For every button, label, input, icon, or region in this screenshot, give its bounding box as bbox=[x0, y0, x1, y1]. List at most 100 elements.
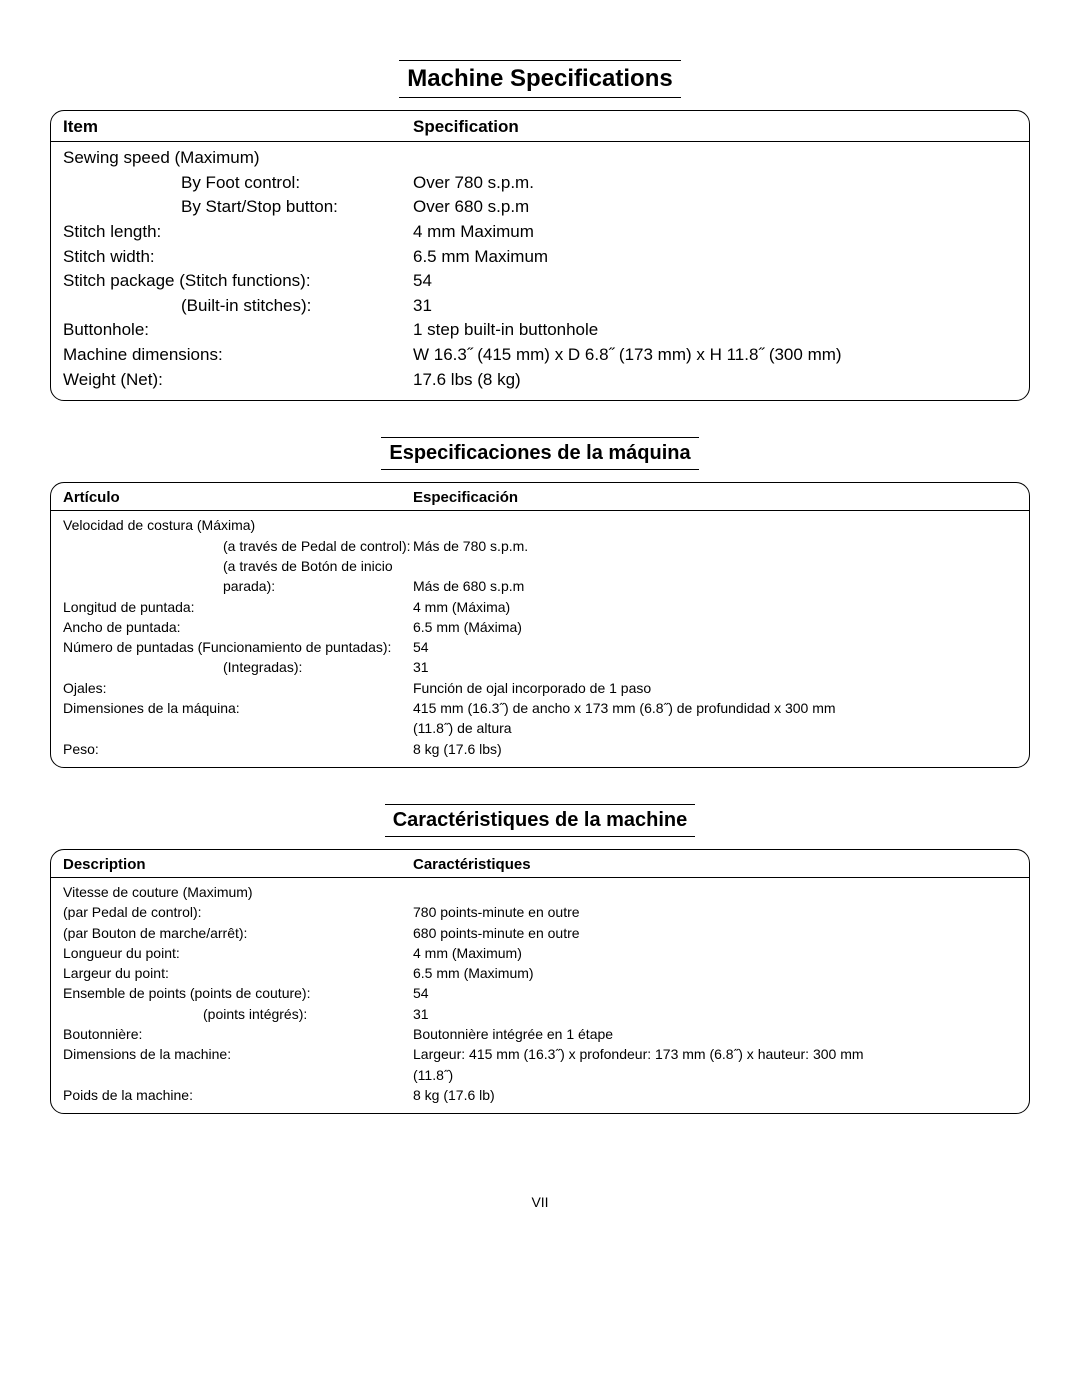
cell-spec bbox=[413, 515, 1017, 535]
cell-item: Vitesse de couture (Maximum) bbox=[63, 882, 413, 902]
cell-spec: Boutonnière intégrée en 1 étape bbox=[413, 1024, 1017, 1044]
table-row: Longitud de puntada:4 mm (Máxima) bbox=[63, 597, 1017, 617]
cell-item bbox=[63, 1065, 413, 1085]
cell-spec: Over 780 s.p.m. bbox=[413, 171, 1017, 196]
table-row: Stitch width:6.5 mm Maximum bbox=[63, 245, 1017, 270]
table-row: Sewing speed (Maximum) bbox=[63, 146, 1017, 171]
cell-item: Dimensions de la machine: bbox=[63, 1044, 413, 1064]
section-title: Caractéristiques de la machine bbox=[385, 804, 696, 837]
cell-spec: 680 points-minute en outre bbox=[413, 923, 1017, 943]
table-row: Poids de la machine:8 kg (17.6 lb) bbox=[63, 1085, 1017, 1105]
table-row: (par Pedal de control):780 points-minute… bbox=[63, 902, 1017, 922]
cell-spec: 54 bbox=[413, 269, 1017, 294]
table-row: (Integradas):31 bbox=[63, 657, 1017, 677]
table-row: Stitch package (Stitch functions):54 bbox=[63, 269, 1017, 294]
table-row: (a través de Pedal de control):Más de 78… bbox=[63, 536, 1017, 556]
table-row: (par Bouton de marche/arrêt):680 points-… bbox=[63, 923, 1017, 943]
table-row: (Built-in stitches):31 bbox=[63, 294, 1017, 319]
table-row: By Start/Stop button:Over 680 s.p.m bbox=[63, 195, 1017, 220]
table-row: Longueur du point:4 mm (Maximum) bbox=[63, 943, 1017, 963]
cell-spec: 6.5 mm (Maximum) bbox=[413, 963, 1017, 983]
table-header: DescriptionCaractéristiques bbox=[51, 850, 1029, 878]
cell-spec: 6.5 mm Maximum bbox=[413, 245, 1017, 270]
cell-spec: 1 step built-in buttonhole bbox=[413, 318, 1017, 343]
header-spec: Specification bbox=[413, 117, 1017, 137]
cell-item: By Foot control: bbox=[63, 171, 413, 196]
cell-item: Weight (Net): bbox=[63, 368, 413, 393]
table-row: Boutonnière:Boutonnière intégrée en 1 ét… bbox=[63, 1024, 1017, 1044]
cell-spec: 17.6 lbs (8 kg) bbox=[413, 368, 1017, 393]
cell-spec bbox=[413, 556, 1017, 576]
spec-table: ArtículoEspecificación Velocidad de costu… bbox=[50, 482, 1030, 768]
section-title-wrap: Machine Specifications bbox=[50, 60, 1030, 110]
table-body: Vitesse de couture (Maximum)(par Pedal d… bbox=[51, 878, 1029, 1113]
table-header: ArtículoEspecificación bbox=[51, 483, 1029, 511]
cell-item: Stitch length: bbox=[63, 220, 413, 245]
table-row: Weight (Net):17.6 lbs (8 kg) bbox=[63, 368, 1017, 393]
table-body: Sewing speed (Maximum)By Foot control:Ov… bbox=[51, 142, 1029, 400]
cell-spec bbox=[413, 146, 1017, 171]
cell-spec bbox=[413, 882, 1017, 902]
cell-spec: (11.8˝) bbox=[413, 1065, 1017, 1085]
cell-spec: Largeur: 415 mm (16.3˝) x profondeur: 17… bbox=[413, 1044, 1017, 1064]
cell-item: parada): bbox=[63, 576, 413, 596]
table-row: Dimensiones de la máquina:415 mm (16.3˝)… bbox=[63, 698, 1017, 718]
cell-spec: 4 mm Maximum bbox=[413, 220, 1017, 245]
cell-spec: 8 kg (17.6 lbs) bbox=[413, 739, 1017, 759]
section-title: Especificaciones de la máquina bbox=[381, 437, 698, 470]
cell-spec: 780 points-minute en outre bbox=[413, 902, 1017, 922]
table-row: Ensemble de points (points de couture):5… bbox=[63, 983, 1017, 1003]
table-row: Largeur du point:6.5 mm (Maximum) bbox=[63, 963, 1017, 983]
cell-spec: 8 kg (17.6 lb) bbox=[413, 1085, 1017, 1105]
cell-item: (a través de Botón de inicio bbox=[63, 556, 413, 576]
cell-item: Peso: bbox=[63, 739, 413, 759]
cell-item: Longitud de puntada: bbox=[63, 597, 413, 617]
cell-item: (a través de Pedal de control): bbox=[63, 536, 413, 556]
table-row: (11.8˝) bbox=[63, 1065, 1017, 1085]
table-row: (points intégrés):31 bbox=[63, 1004, 1017, 1024]
cell-item: Número de puntadas (Funcionamiento de pu… bbox=[63, 637, 413, 657]
cell-item: Ancho de puntada: bbox=[63, 617, 413, 637]
cell-item: Buttonhole: bbox=[63, 318, 413, 343]
cell-spec: 54 bbox=[413, 637, 1017, 657]
table-header: ItemSpecification bbox=[51, 111, 1029, 142]
cell-spec: 4 mm (Máxima) bbox=[413, 597, 1017, 617]
cell-item: Dimensiones de la máquina: bbox=[63, 698, 413, 718]
table-row: Número de puntadas (Funcionamiento de pu… bbox=[63, 637, 1017, 657]
header-item: Artículo bbox=[63, 489, 413, 506]
cell-spec: 31 bbox=[413, 1004, 1017, 1024]
page-number: VII bbox=[50, 1194, 1030, 1210]
table-row: Velocidad de costura (Máxima) bbox=[63, 515, 1017, 535]
table-row: (a través de Botón de inicio bbox=[63, 556, 1017, 576]
cell-spec: W 16.3˝ (415 mm) x D 6.8˝ (173 mm) x H 1… bbox=[413, 343, 1017, 368]
cell-spec: Función de ojal incorporado de 1 paso bbox=[413, 678, 1017, 698]
cell-spec: 6.5 mm (Máxima) bbox=[413, 617, 1017, 637]
table-row: parada):Más de 680 s.p.m bbox=[63, 576, 1017, 596]
cell-item: Stitch width: bbox=[63, 245, 413, 270]
header-item: Description bbox=[63, 856, 413, 873]
cell-spec: Over 680 s.p.m bbox=[413, 195, 1017, 220]
cell-item: (par Bouton de marche/arrêt): bbox=[63, 923, 413, 943]
cell-item: Sewing speed (Maximum) bbox=[63, 146, 413, 171]
cell-spec: 54 bbox=[413, 983, 1017, 1003]
header-item: Item bbox=[63, 117, 413, 137]
spec-table: DescriptionCaractéristiquesVitesse de co… bbox=[50, 849, 1030, 1114]
cell-item: (points intégrés): bbox=[63, 1004, 413, 1024]
cell-spec: 415 mm (16.3˝) de ancho x 173 mm (6.8˝) … bbox=[413, 698, 1017, 718]
document-body: Machine SpecificationsItemSpecificationS… bbox=[50, 60, 1030, 1114]
table-row: Ancho de puntada:6.5 mm (Máxima) bbox=[63, 617, 1017, 637]
table-row: Buttonhole:1 step built-in buttonhole bbox=[63, 318, 1017, 343]
cell-item: Stitch package (Stitch functions): bbox=[63, 269, 413, 294]
table-row: Ojales:Función de ojal incorporado de 1 … bbox=[63, 678, 1017, 698]
cell-item: Ensemble de points (points de couture): bbox=[63, 983, 413, 1003]
cell-spec: 31 bbox=[413, 294, 1017, 319]
table-row: By Foot control:Over 780 s.p.m. bbox=[63, 171, 1017, 196]
cell-item: Machine dimensions: bbox=[63, 343, 413, 368]
cell-item: Longueur du point: bbox=[63, 943, 413, 963]
cell-item: Largeur du point: bbox=[63, 963, 413, 983]
cell-item: By Start/Stop button: bbox=[63, 195, 413, 220]
cell-spec: Más de 780 s.p.m. bbox=[413, 536, 1017, 556]
table-row: (11.8˝) de altura bbox=[63, 718, 1017, 738]
cell-item: (par Pedal de control): bbox=[63, 902, 413, 922]
table-row: Machine dimensions:W 16.3˝ (415 mm) x D … bbox=[63, 343, 1017, 368]
